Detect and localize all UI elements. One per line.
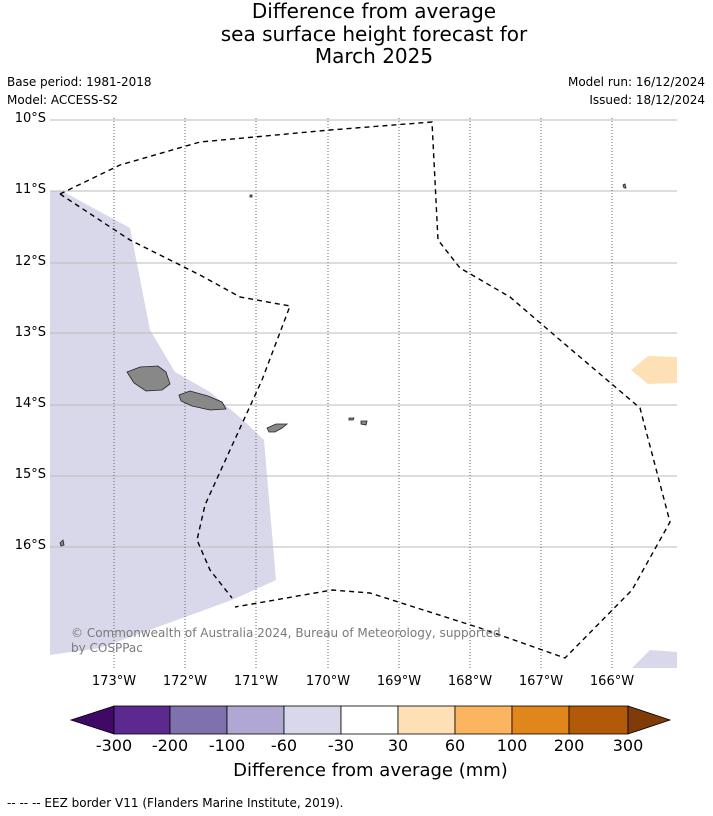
colorbar-segment <box>397 705 456 735</box>
island-tau <box>360 420 368 426</box>
colorbar-tick: -60 <box>270 736 298 755</box>
anomaly-region-west <box>50 191 276 655</box>
title-line-1: Difference from average <box>251 0 497 23</box>
title-line-3: March 2025 <box>314 44 434 68</box>
lat-label-15s: 15°S <box>14 467 46 482</box>
colorbar-tick: 200 <box>553 736 585 755</box>
colorbar-segment <box>454 705 513 735</box>
lon-label-170w: 170°W <box>305 674 351 689</box>
colorbar <box>69 705 672 735</box>
copyright-line-1: © Commonwealth of Australia 2024, Bureau… <box>71 626 501 640</box>
colorbar-tick: 60 <box>444 736 466 755</box>
chart-title: Difference from average sea surface heig… <box>0 0 713 68</box>
colorbar-tick: 30 <box>387 736 409 755</box>
latitude-gridlines <box>50 119 677 548</box>
colorbar-extend-low <box>69 705 115 735</box>
colorbar-tick: 300 <box>612 736 644 755</box>
islands <box>59 183 627 547</box>
colorbar-segment <box>340 705 399 735</box>
title-line-2: sea surface height forecast for <box>220 21 528 46</box>
colorbar-tick: -30 <box>327 736 355 755</box>
colorbar-segment <box>568 705 629 735</box>
island-small-2 <box>622 183 627 189</box>
anomaly-region-east <box>631 356 677 384</box>
eez-legend-footnote: -- -- -- EEZ border V11 (Flanders Marine… <box>7 796 344 810</box>
island-small-3 <box>59 539 65 547</box>
colorbar-tick: -300 <box>95 736 133 755</box>
base-period: Base period: 1981-2018 <box>7 75 152 89</box>
island-small-1 <box>249 194 253 198</box>
colorbar-segment <box>283 705 342 735</box>
lon-label-169w: 169°W <box>376 674 422 689</box>
anomaly-region-southeast <box>632 650 677 668</box>
colorbar-segment <box>511 705 570 735</box>
island-savaii <box>126 365 171 392</box>
island-ofu <box>348 417 355 421</box>
model-name: Model: ACCESS-S2 <box>7 93 119 107</box>
lon-label-167w: 167°W <box>518 674 564 689</box>
lon-label-171w: 171°W <box>233 674 279 689</box>
meta-left: Base period: 1981-2018 Model: ACCESS-S2 <box>7 73 152 109</box>
model-run: Model run: 16/12/2024 <box>567 75 705 89</box>
colorbar-extend-high <box>627 705 672 735</box>
lat-label-11s: 11°S <box>14 182 46 197</box>
colorbar-segment <box>113 705 171 735</box>
copyright-notice: © Commonwealth of Australia 2024, Bureau… <box>71 626 501 656</box>
lon-label-172w: 172°W <box>162 674 208 689</box>
eez-borders <box>59 121 671 659</box>
eez-border-american-samoa <box>59 121 671 659</box>
issued-date: Issued: 18/12/2024 <box>589 93 705 107</box>
colorbar-segment <box>226 705 285 735</box>
colorbar-segment <box>169 705 228 735</box>
colorbar-tick: -200 <box>151 736 189 755</box>
lon-label-166w: 166°W <box>589 674 635 689</box>
lat-label-12s: 12°S <box>14 254 46 269</box>
meta-right: Model run: 16/12/2024 Issued: 18/12/2024 <box>568 73 705 109</box>
lat-label-13s: 13°S <box>14 325 46 340</box>
copyright-line-2: by COSPPac <box>71 641 143 655</box>
lat-label-10s: 10°S <box>14 111 46 126</box>
lat-label-14s: 14°S <box>14 396 46 411</box>
lat-label-16s: 16°S <box>14 538 46 553</box>
colorbar-tick: 100 <box>496 736 528 755</box>
colorbar-label: Difference from average (mm) <box>233 760 508 781</box>
colorbar-tick: -100 <box>208 736 246 755</box>
island-upolu <box>178 390 227 411</box>
island-tutuila <box>266 423 289 433</box>
eez-border-samoa <box>59 193 291 599</box>
lon-label-173w: 173°W <box>91 674 137 689</box>
lon-label-168w: 168°W <box>447 674 493 689</box>
